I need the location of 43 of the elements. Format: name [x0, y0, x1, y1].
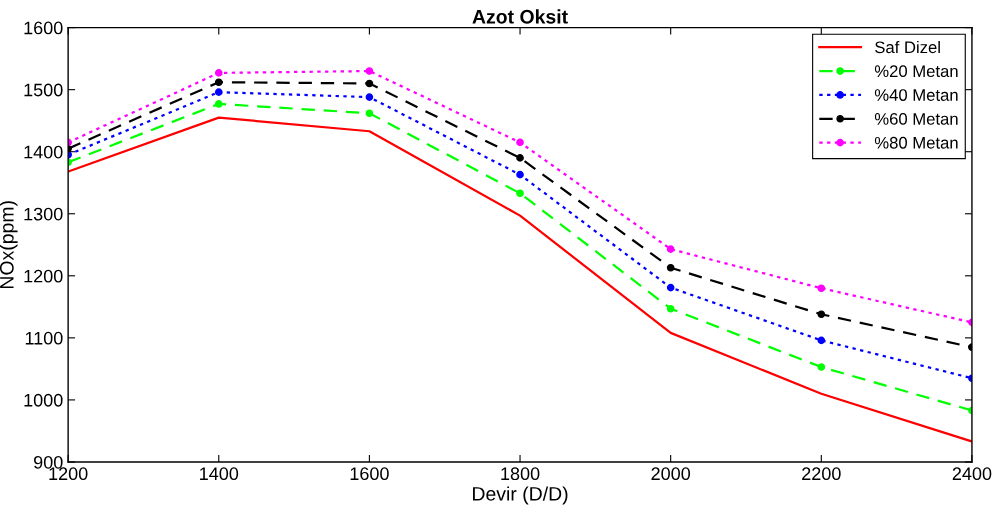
- y-tick-label: 1500: [24, 83, 63, 97]
- x-tick-label: 1800: [501, 467, 540, 481]
- point: [365, 109, 374, 118]
- point: [817, 284, 826, 293]
- point: [666, 283, 675, 292]
- point: [214, 69, 223, 77]
- point: [214, 100, 223, 108]
- legend-label: %20 Metan: [874, 65, 958, 78]
- y-axis-title: NOx(ppm): [0, 201, 18, 289]
- x-tick-label: 2000: [651, 467, 691, 481]
- y-tick-label: 1000: [24, 393, 63, 407]
- point: [666, 263, 675, 272]
- x-tick-label: 1600: [350, 467, 389, 481]
- x-axis-title: Devir (D/D): [473, 486, 568, 505]
- legend-label: %60 Metan: [874, 112, 958, 125]
- point: [817, 363, 826, 371]
- point: [516, 170, 524, 179]
- point: [516, 138, 524, 147]
- point: [666, 304, 675, 313]
- x-tick-label: 1200: [49, 467, 88, 481]
- point: [365, 79, 374, 88]
- point: [214, 88, 223, 96]
- y-tick-label: 1100: [25, 331, 63, 345]
- point: [516, 154, 524, 162]
- point: [817, 310, 826, 319]
- x-tick-label: 2200: [802, 467, 841, 481]
- point: [365, 93, 374, 101]
- point: [666, 245, 675, 253]
- legend-label: Saf Dizel: [875, 40, 940, 54]
- y-tick-label: 900: [34, 455, 63, 469]
- legend-label: %40 Metan: [874, 89, 958, 101]
- point: [817, 336, 826, 345]
- point: [365, 67, 374, 75]
- y-tick-label: 1200: [24, 269, 63, 283]
- legend-label: %80 Metan: [874, 136, 958, 149]
- point: [214, 78, 223, 87]
- x-tick-label: 1400: [200, 467, 239, 481]
- y-tick-label: 1600: [24, 21, 63, 35]
- chart-title: Azot Oksit: [472, 9, 568, 24]
- y-tick-label: 1400: [24, 145, 63, 159]
- x-tick-label: 2400: [952, 467, 992, 481]
- point: [516, 189, 524, 198]
- y-tick-label: 1300: [24, 207, 63, 221]
